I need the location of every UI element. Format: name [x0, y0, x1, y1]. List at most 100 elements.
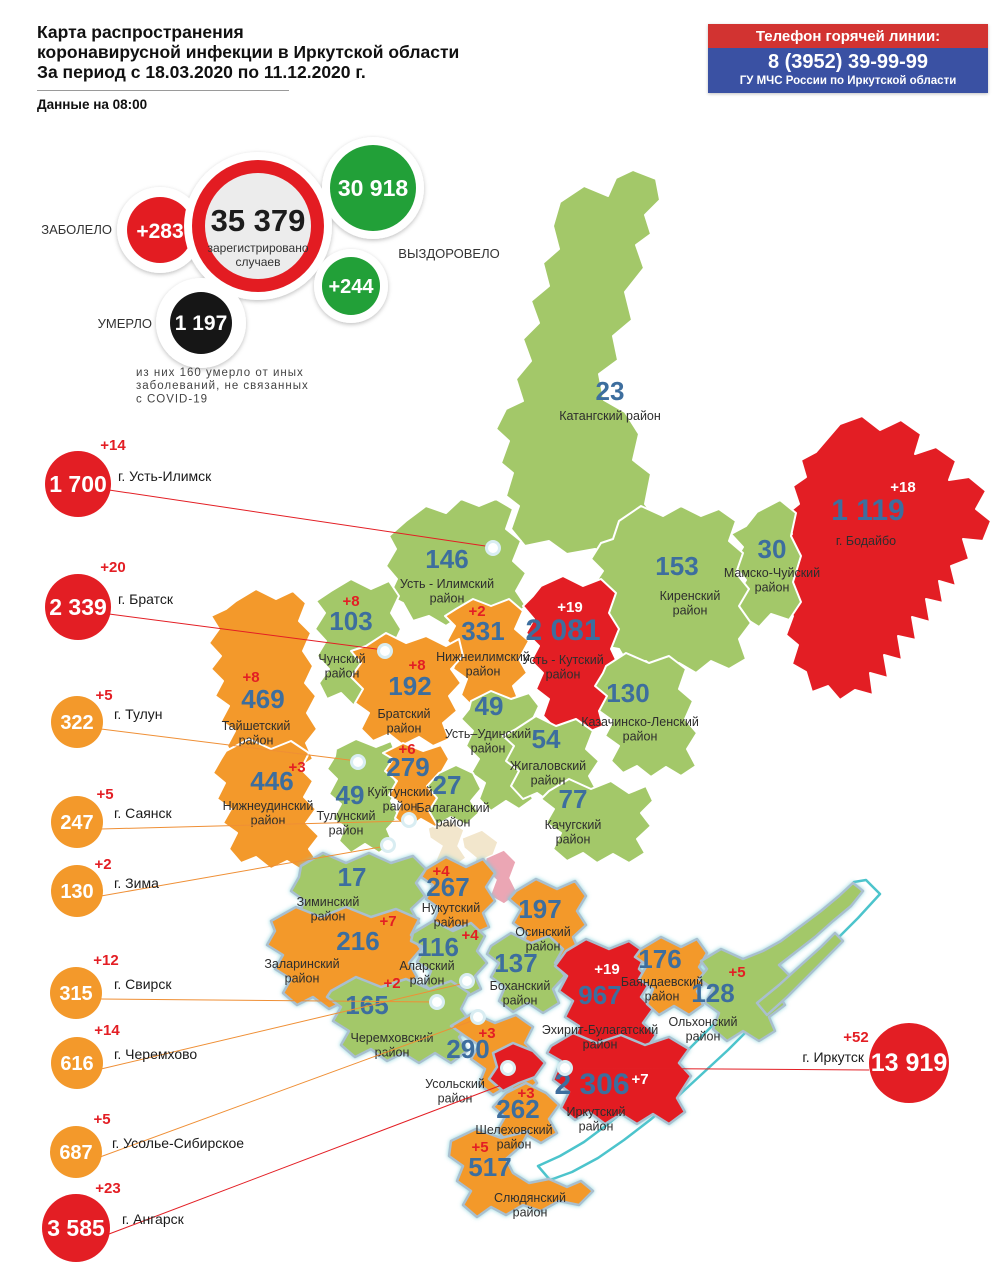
city-badges: 1 700 +14 г. Усть-Илимск 2 339 +20 г. Бр…	[42, 437, 949, 1262]
city-delta: +12	[93, 952, 118, 969]
region-delta: +2	[383, 975, 400, 992]
city-label: г. Тулун	[114, 706, 163, 722]
data-timestamp: Данные на 08:00	[37, 97, 148, 112]
region-slyudyansky	[447, 1127, 595, 1219]
region-value: 262	[496, 1094, 539, 1124]
region-irkutsky	[545, 1031, 693, 1126]
region-value: 290	[446, 1034, 489, 1064]
city-badge-usolye-sibirskoe: 687 +5 г. Усолье-Сибирское	[50, 1111, 244, 1178]
city-delta: +5	[93, 1111, 110, 1128]
recovered-value: 30 918	[338, 175, 409, 201]
city-circle	[51, 1037, 103, 1089]
region-delta: +18	[890, 479, 915, 496]
city-badge-cheremkhovo: 616 +14 г. Черемхово	[51, 1022, 197, 1089]
region-nukutsky	[419, 855, 497, 936]
city-label: г. Зима	[114, 875, 159, 891]
region-delta: +3	[478, 1025, 495, 1042]
city-badge-tulun: 322 +5 г. Тулун	[51, 687, 163, 748]
region-name: Куйтунский район	[367, 785, 432, 813]
region-delta: +5	[471, 1139, 488, 1156]
city-value: 687	[59, 1142, 92, 1164]
region-value: 967	[578, 980, 621, 1010]
recovered-delta-circle	[322, 257, 380, 315]
sick-delta-value: +283	[136, 220, 183, 243]
region-delta: +2	[468, 603, 485, 620]
region-name: Балаганский район	[416, 801, 489, 829]
recovered-delta-value: +244	[328, 276, 374, 298]
region-name: Мамско-Чуйский район	[724, 566, 820, 594]
region-name: Осинский район	[515, 925, 571, 953]
region-value: 1 119	[831, 494, 904, 527]
region-value: 176	[638, 944, 681, 974]
region-name: Качугский район	[545, 818, 602, 846]
city-badge-svirsk: 315 +12 г. Свирск	[50, 952, 172, 1019]
city-circle	[50, 967, 102, 1019]
region-kazachinsko-lensky	[594, 652, 698, 778]
hotline-org: ГУ МЧС России по Иркутской области	[739, 75, 957, 87]
region-delta: +4	[432, 863, 450, 880]
region-name: Казачинско-Ленский район	[581, 715, 699, 743]
city-value: 13 919	[871, 1049, 947, 1077]
city-delta: +52	[843, 1029, 868, 1046]
city-label: г. Черемхово	[114, 1046, 197, 1062]
region-name: Чунский район	[318, 652, 365, 680]
region-value: 267	[426, 872, 469, 902]
region-delta: +6	[398, 741, 415, 758]
region-name: Нижнеудинский район	[223, 799, 314, 827]
registered-caption: зарегистрировано случаев	[207, 241, 308, 269]
region-value: 54	[532, 724, 561, 754]
region-delta: +3	[517, 1085, 534, 1102]
region-name: г. Бодайбо	[836, 534, 896, 548]
region-delta: +7	[631, 1071, 648, 1088]
city-circle	[50, 1126, 102, 1178]
region-name: Слюдянский район	[494, 1191, 566, 1219]
city-markers	[350, 540, 573, 1076]
region-delta: +8	[242, 669, 259, 686]
hotline-phone: 8 (3952) 39-99-99	[767, 51, 929, 73]
region-value: 517	[468, 1152, 511, 1182]
region-value: 153	[655, 551, 698, 581]
region-value: 469	[241, 684, 284, 714]
marker-zima	[380, 837, 396, 853]
region-delta: +3	[288, 759, 305, 776]
city-value: 130	[60, 881, 93, 903]
region-name: Жигаловский район	[510, 759, 586, 787]
region-name: Черемховский район	[350, 1031, 433, 1059]
city-value: 315	[59, 983, 92, 1005]
marker-usolye	[470, 1009, 486, 1025]
sick-label: ЗАБОЛЕЛО	[41, 222, 112, 237]
deaths-label: УМЕРЛО	[98, 316, 152, 331]
region-bratsky	[350, 632, 464, 747]
region-shelekhovsky	[491, 1081, 561, 1145]
deaths-note: из них 160 умерло от иных заболеваний, не…	[136, 367, 309, 405]
region-name: Киренский район	[660, 589, 721, 617]
city-value: 2 339	[49, 594, 107, 620]
region-name: Усть - Илимский район	[400, 577, 494, 605]
city-value: 3 585	[47, 1215, 105, 1241]
city-delta: +14	[94, 1022, 120, 1039]
region-value: 27	[433, 770, 462, 800]
region-value: 197	[518, 894, 561, 924]
region-value: 49	[336, 780, 365, 810]
city-label: г. Усолье-Сибирское	[112, 1135, 244, 1151]
region-name: Нижнеилимский район	[436, 650, 530, 678]
city-label: г. Иркутск	[802, 1049, 865, 1065]
region-katangsky	[495, 169, 662, 557]
page-title: Карта распространения коронавирусной инфе…	[37, 22, 460, 82]
region-name: Нукутский район	[422, 901, 480, 929]
marker-svirsk	[429, 994, 445, 1010]
region-delta: +4	[461, 927, 479, 944]
region-value: 216	[336, 926, 379, 956]
region-name: Баяндаевский район	[621, 975, 703, 1003]
sick-delta-circle	[127, 197, 193, 263]
city-label: г. Братск	[118, 591, 174, 607]
registered-circle	[205, 173, 311, 279]
city-badge-bratsk: 2 339 +20 г. Братск	[45, 559, 174, 640]
region-value: 192	[388, 671, 431, 701]
region-balagansky	[426, 764, 482, 826]
region-bayandaevsky	[633, 935, 711, 1017]
city-label: г. Ангарск	[122, 1211, 185, 1227]
region-name: Усть - Кутский район	[522, 653, 604, 681]
region-value: 146	[425, 544, 468, 574]
